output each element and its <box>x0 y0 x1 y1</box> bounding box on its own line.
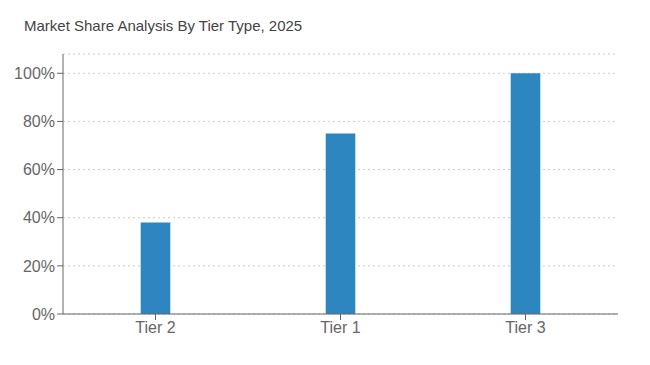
svg-text:60%: 60% <box>23 161 55 178</box>
svg-text:40%: 40% <box>23 209 55 226</box>
html-text:Market Share Analysis By Tier: Market Share Analysis By Tier Type, 2025 <box>24 17 303 34</box>
svg-text:Tier 3: Tier 3 <box>505 319 545 336</box>
svg-text:Tier 2: Tier 2 <box>135 319 175 336</box>
svg-text:80%: 80% <box>23 113 55 130</box>
svg-text:20%: 20% <box>23 258 55 275</box>
svg-text:0%: 0% <box>32 306 55 323</box>
svg-text:100%: 100% <box>14 65 55 82</box>
svg-text:Tier 1: Tier 1 <box>320 319 360 336</box>
